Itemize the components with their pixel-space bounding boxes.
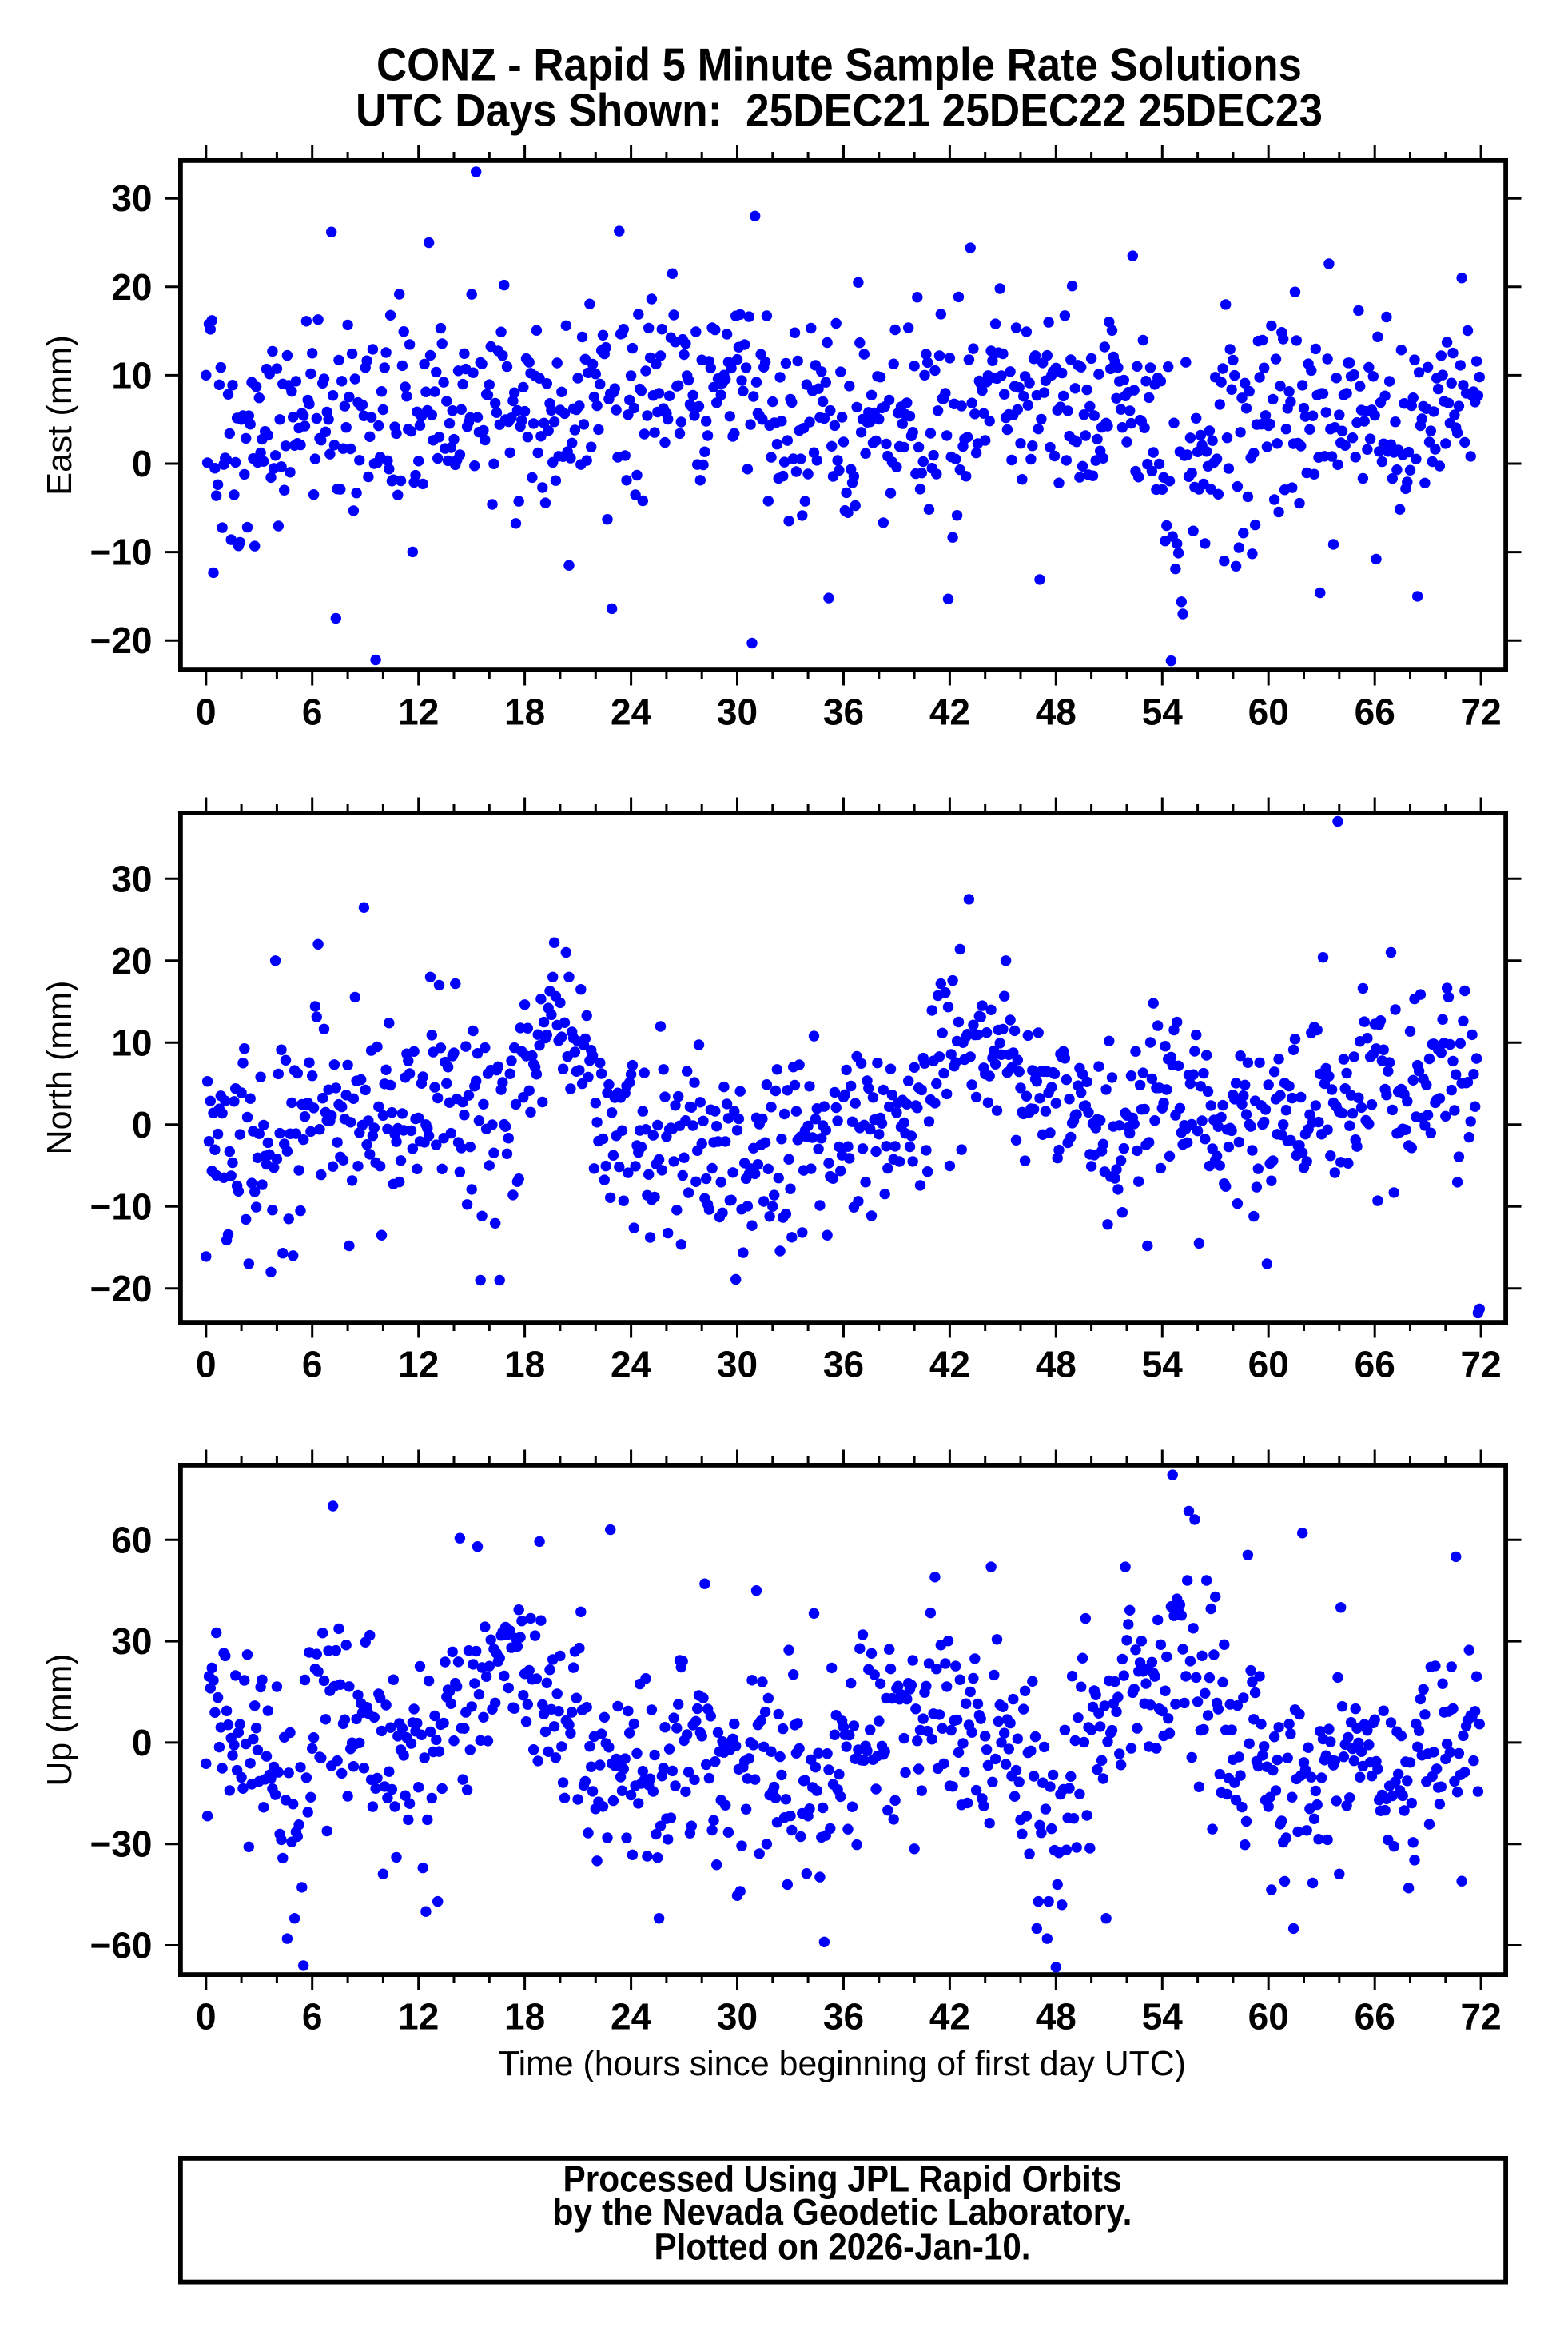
svg-text:6: 6 <box>302 1344 323 1385</box>
svg-text:CONZ - Rapid 5 Minute Sample R: CONZ - Rapid 5 Minute Sample Rate Soluti… <box>376 40 1302 91</box>
svg-text:30: 30 <box>111 858 152 899</box>
svg-text:East (mm): East (mm) <box>40 335 79 496</box>
svg-text:42: 42 <box>929 1344 970 1385</box>
svg-text:66: 66 <box>1355 691 1395 733</box>
svg-text:10: 10 <box>111 1022 152 1063</box>
svg-text:0: 0 <box>196 1996 217 2038</box>
svg-text:20: 20 <box>111 940 152 982</box>
svg-text:−60: −60 <box>90 1925 152 1966</box>
svg-text:60: 60 <box>1248 691 1289 733</box>
svg-text:36: 36 <box>823 1996 864 2038</box>
svg-text:−30: −30 <box>90 1823 152 1865</box>
svg-text:UTC Days Shown: 25DEC21 25DEC: UTC Days Shown: 25DEC21 25DEC22 25DEC23 <box>356 85 1323 136</box>
svg-text:12: 12 <box>398 691 439 733</box>
svg-text:48: 48 <box>1036 691 1077 733</box>
svg-text:24: 24 <box>611 1996 652 2038</box>
svg-text:42: 42 <box>929 1996 970 2038</box>
svg-text:−20: −20 <box>90 1268 152 1309</box>
svg-text:6: 6 <box>302 691 323 733</box>
svg-text:60: 60 <box>1248 1996 1289 2038</box>
svg-text:36: 36 <box>823 1344 864 1385</box>
svg-text:18: 18 <box>504 691 545 733</box>
svg-text:60: 60 <box>111 1519 152 1560</box>
svg-text:12: 12 <box>398 1996 439 2038</box>
svg-text:54: 54 <box>1142 691 1184 733</box>
svg-text:−10: −10 <box>90 1185 152 1227</box>
svg-text:18: 18 <box>504 1344 545 1385</box>
svg-text:Time (hours since beginning of: Time (hours since beginning of first day… <box>499 2044 1186 2083</box>
svg-text:Processed Using JPL Rapid Orbi: Processed Using JPL Rapid Orbits <box>563 2158 1122 2200</box>
svg-text:0: 0 <box>196 691 217 733</box>
svg-text:0: 0 <box>132 1104 153 1146</box>
svg-text:18: 18 <box>504 1996 545 2038</box>
svg-text:−20: −20 <box>90 620 152 661</box>
svg-text:30: 30 <box>111 1620 152 1662</box>
svg-text:36: 36 <box>823 691 864 733</box>
svg-text:54: 54 <box>1142 1996 1184 2038</box>
svg-text:by the Nevada Geodetic Laborat: by the Nevada Geodetic Laboratory. <box>553 2191 1132 2233</box>
svg-text:42: 42 <box>929 691 970 733</box>
svg-text:6: 6 <box>302 1996 323 2038</box>
svg-text:0: 0 <box>196 1344 217 1385</box>
svg-text:48: 48 <box>1036 1344 1077 1385</box>
svg-text:72: 72 <box>1461 691 1502 733</box>
svg-text:20: 20 <box>111 266 152 308</box>
svg-text:0: 0 <box>132 1722 153 1763</box>
svg-text:72: 72 <box>1461 1996 1502 2038</box>
svg-text:12: 12 <box>398 1344 439 1385</box>
svg-text:48: 48 <box>1036 1996 1077 2038</box>
svg-text:30: 30 <box>717 691 758 733</box>
svg-text:North (mm): North (mm) <box>40 981 79 1155</box>
svg-text:72: 72 <box>1461 1344 1502 1385</box>
svg-text:10: 10 <box>111 354 152 396</box>
svg-text:Plotted on 2026-Jan-10.: Plotted on 2026-Jan-10. <box>655 2226 1031 2268</box>
svg-text:24: 24 <box>611 691 652 733</box>
svg-text:66: 66 <box>1355 1344 1395 1385</box>
svg-text:66: 66 <box>1355 1996 1395 2038</box>
svg-text:30: 30 <box>717 1344 758 1385</box>
svg-text:−10: −10 <box>90 532 152 573</box>
svg-text:30: 30 <box>111 177 152 219</box>
svg-text:54: 54 <box>1142 1344 1184 1385</box>
svg-text:60: 60 <box>1248 1344 1289 1385</box>
svg-text:0: 0 <box>132 443 153 484</box>
svg-text:Up (mm): Up (mm) <box>40 1654 79 1787</box>
svg-text:24: 24 <box>611 1344 652 1385</box>
svg-text:30: 30 <box>717 1996 758 2038</box>
